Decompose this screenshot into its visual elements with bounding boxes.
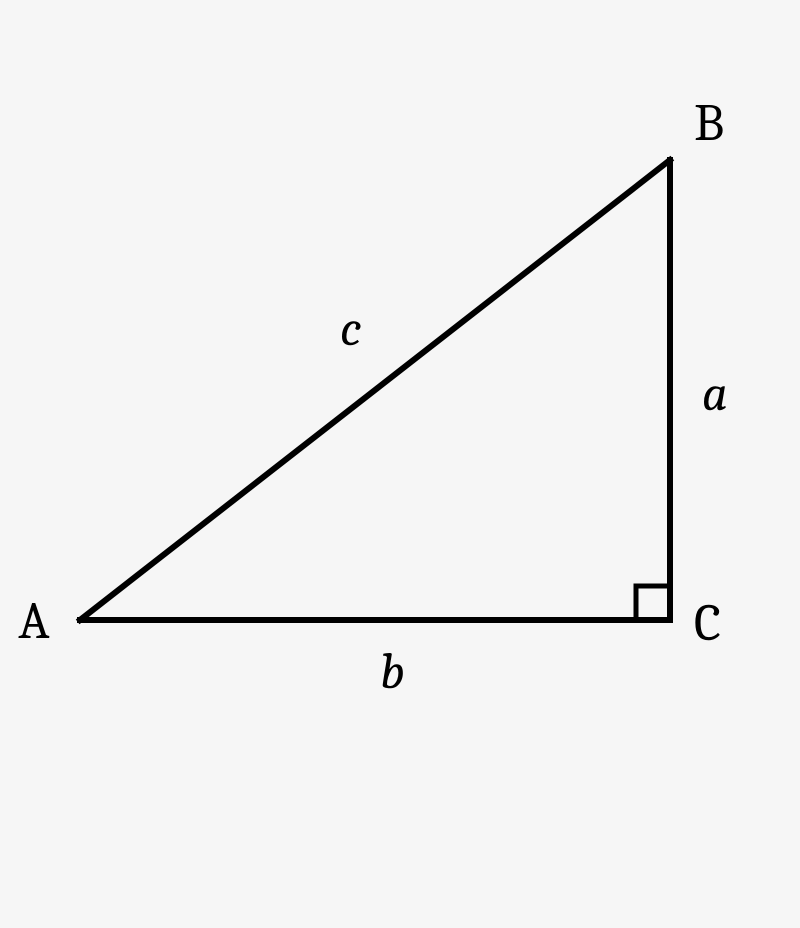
vertex-label-a: A [18, 591, 49, 651]
vertex-label-b: B [694, 93, 724, 153]
diagram-background [0, 0, 800, 928]
right-triangle-diagram: A B C c a b [0, 0, 800, 928]
side-label-b: b [380, 643, 405, 701]
side-label-a: a [702, 365, 728, 423]
side-label-c: c [340, 300, 362, 358]
vertex-label-c: C [694, 593, 721, 653]
